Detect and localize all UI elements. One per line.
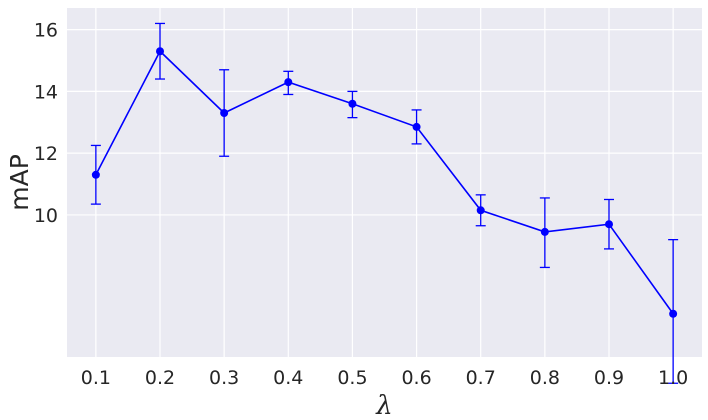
data-series — [90, 22, 679, 384]
x-axis-label: λ — [375, 391, 392, 420]
data-point — [284, 78, 293, 87]
data-point — [220, 109, 229, 118]
tick-labels: 0.1 0.2 0.3 0.4 0.5 0.6 0.7 0.8 0.9 1.0 10 12 14 16 — [34, 20, 688, 389]
data-point — [540, 227, 549, 236]
x-tick-label: 0.1 — [81, 367, 111, 389]
y-tick-label: 16 — [34, 20, 58, 42]
x-tick-label: 0.4 — [273, 367, 303, 389]
data-point — [476, 206, 485, 215]
x-tick-label: 0.8 — [530, 367, 560, 389]
y-tick-label: 12 — [34, 143, 58, 165]
x-tick-label: 0.9 — [594, 367, 624, 389]
data-point — [604, 220, 613, 229]
y-tick-label: 10 — [34, 205, 58, 227]
x-tick-label: 1.0 — [658, 367, 688, 389]
data-point — [412, 122, 421, 131]
gridlines — [67, 8, 702, 357]
data-point — [156, 47, 165, 56]
data-point — [669, 309, 678, 318]
x-tick-label: 0.7 — [466, 367, 496, 389]
y-tick-label: 14 — [34, 81, 58, 103]
x-tick-label: 0.2 — [145, 367, 175, 389]
x-tick-label: 0.6 — [401, 367, 431, 389]
x-tick-label: 0.5 — [337, 367, 367, 389]
data-point — [348, 99, 357, 108]
x-tick-label: 0.3 — [209, 367, 239, 389]
y-axis-label: mAP — [5, 154, 34, 211]
plot-area — [67, 8, 702, 357]
data-point — [91, 170, 100, 179]
series-line — [95, 49, 674, 315]
